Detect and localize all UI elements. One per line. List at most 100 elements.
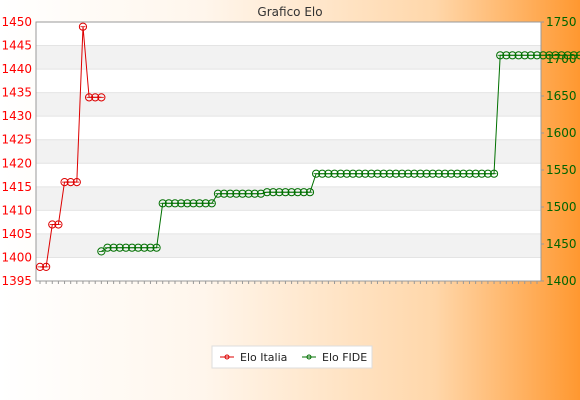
grid-band bbox=[36, 233, 541, 258]
data-point bbox=[551, 51, 560, 60]
data-point bbox=[526, 51, 535, 60]
data-point bbox=[66, 178, 75, 187]
data-point bbox=[489, 169, 499, 178]
data-point bbox=[361, 169, 370, 178]
data-point bbox=[502, 51, 511, 60]
data-point bbox=[170, 199, 180, 208]
y-left-tick-label: 1425 bbox=[1, 133, 32, 147]
y-left-tick-label: 1450 bbox=[1, 15, 32, 29]
series-elo-italia bbox=[35, 22, 106, 271]
data-point bbox=[299, 188, 308, 197]
data-point bbox=[336, 169, 345, 178]
data-point bbox=[496, 51, 505, 60]
data-point bbox=[140, 243, 149, 252]
data-point bbox=[391, 169, 400, 178]
data-point bbox=[379, 169, 388, 178]
data-point bbox=[305, 188, 315, 197]
y-right-tick-label: 1650 bbox=[546, 89, 577, 103]
data-point bbox=[342, 169, 351, 178]
y-left-tick-label: 1405 bbox=[1, 227, 32, 241]
y-left-tick-label: 1445 bbox=[1, 39, 32, 53]
data-point bbox=[508, 51, 517, 60]
data-point bbox=[127, 243, 137, 252]
y-right-tick-label: 1450 bbox=[546, 237, 577, 251]
data-point bbox=[324, 169, 333, 178]
data-point bbox=[35, 262, 45, 271]
data-point bbox=[545, 51, 554, 60]
grid-band bbox=[36, 92, 541, 117]
y-left-tick-label: 1410 bbox=[1, 203, 32, 217]
data-point bbox=[275, 188, 284, 197]
data-point bbox=[189, 199, 198, 208]
data-point bbox=[483, 169, 493, 178]
data-point bbox=[146, 243, 155, 252]
data-point bbox=[416, 169, 425, 178]
data-point bbox=[532, 51, 542, 60]
legend-item: Elo FIDE bbox=[302, 351, 367, 364]
data-point bbox=[446, 169, 456, 178]
data-point bbox=[164, 199, 173, 208]
data-point bbox=[293, 188, 302, 197]
data-point bbox=[244, 189, 253, 198]
data-point bbox=[404, 169, 413, 178]
data-point bbox=[440, 169, 450, 178]
data-point bbox=[195, 199, 204, 208]
data-point bbox=[520, 51, 529, 60]
data-point bbox=[78, 22, 88, 31]
data-point bbox=[201, 199, 210, 208]
data-point bbox=[563, 51, 572, 60]
data-point bbox=[72, 178, 81, 187]
data-point bbox=[42, 262, 51, 271]
y-right-tick-label: 1550 bbox=[546, 163, 577, 177]
data-point bbox=[109, 243, 118, 252]
data-point bbox=[569, 51, 578, 60]
y-left-tick-label: 1440 bbox=[1, 62, 32, 76]
data-point bbox=[354, 169, 364, 178]
data-point bbox=[330, 169, 339, 178]
legend-label: Elo FIDE bbox=[322, 351, 367, 364]
y-left-tick-label: 1395 bbox=[1, 274, 32, 288]
data-point bbox=[226, 189, 235, 198]
data-point bbox=[287, 188, 296, 197]
legend-label: Elo Italia bbox=[240, 351, 287, 364]
data-point bbox=[281, 188, 290, 197]
y-right-tick-label: 1500 bbox=[546, 200, 577, 214]
data-point bbox=[373, 169, 382, 178]
data-point bbox=[152, 243, 161, 252]
data-point bbox=[219, 189, 229, 198]
grid-band bbox=[36, 139, 541, 164]
plot-area: 1395 1400 1405 1410 1415 1420 1425 1430 1435 1440… bbox=[1, 15, 580, 288]
data-point bbox=[177, 199, 186, 208]
data-point bbox=[213, 189, 223, 198]
y-right-tick-label: 1600 bbox=[546, 126, 577, 140]
data-point bbox=[434, 169, 443, 178]
y-right-tick-label: 1750 bbox=[546, 15, 577, 29]
data-point bbox=[539, 51, 548, 60]
y-right-tick-label: 1400 bbox=[546, 274, 577, 288]
data-point bbox=[134, 243, 143, 252]
data-point bbox=[410, 169, 419, 178]
y-left-tick-label: 1400 bbox=[1, 250, 32, 264]
data-point bbox=[557, 51, 566, 60]
chart-legend: Elo Italia Elo FIDE bbox=[211, 345, 373, 369]
data-point bbox=[422, 169, 431, 178]
data-point bbox=[60, 178, 69, 187]
data-point bbox=[97, 93, 106, 102]
data-point bbox=[312, 169, 321, 178]
data-point bbox=[158, 199, 167, 208]
data-point bbox=[115, 243, 124, 252]
data-point bbox=[238, 189, 247, 198]
data-point bbox=[121, 243, 131, 252]
chart-title: Grafico Elo bbox=[257, 5, 322, 19]
data-point bbox=[84, 93, 94, 102]
data-point bbox=[91, 93, 100, 102]
data-point bbox=[232, 189, 241, 198]
data-point bbox=[471, 169, 480, 178]
data-point bbox=[183, 199, 192, 208]
data-point bbox=[514, 51, 523, 60]
data-point bbox=[459, 169, 468, 178]
legend-item: Elo Italia bbox=[220, 351, 287, 364]
data-point bbox=[262, 188, 272, 197]
data-point bbox=[385, 169, 394, 178]
